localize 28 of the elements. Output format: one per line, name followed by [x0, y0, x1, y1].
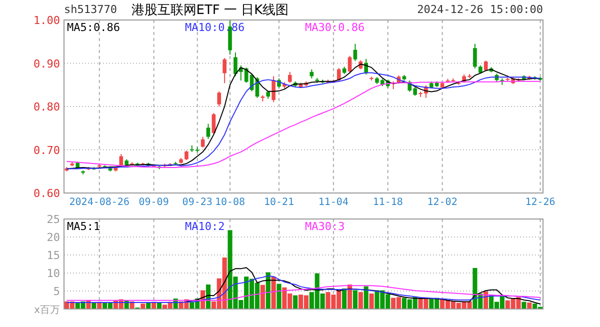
text: MA10:2 [185, 220, 225, 233]
x-tick-label: 11-18 [372, 197, 403, 208]
x-tick-label: 11-04 [318, 197, 348, 208]
x-tick-label: 10-08 [214, 197, 246, 208]
y-tick-label: 20 [46, 231, 60, 244]
x-tick-label: 09-23 [182, 197, 212, 208]
y-tick-label: 0.60 [34, 187, 60, 200]
y-axis-title: x百万 [34, 305, 60, 316]
text: MA30:3 [305, 220, 345, 233]
y-tick-label: 10 [46, 267, 60, 280]
text: sh513770 [64, 3, 117, 16]
x-tick-label: 10-21 [264, 197, 294, 208]
text: MA5:0.86 [67, 21, 120, 34]
y-tick-label: 0.90 [34, 57, 60, 70]
text: MA5:1 [67, 220, 100, 233]
text: MA30:0.86 [305, 21, 365, 34]
y-tick-label: 5 [53, 285, 60, 298]
x-tick-label: 12-26 [525, 197, 556, 208]
x-tick-label: 2024-08-26 [69, 197, 130, 208]
y-tick-label: 0.70 [34, 144, 60, 157]
x-tick-label: 09-09 [138, 197, 169, 208]
text: 2024-12-26 15:00:00 [417, 3, 543, 16]
x-tick-label: 12-02 [427, 197, 458, 208]
y-tick-label: 1.00 [34, 14, 60, 27]
chart-title: 港股互联网ETF 一 日K线图 [131, 3, 289, 18]
y-tick-label: 15 [46, 249, 60, 262]
y-tick-label: 25 [46, 213, 60, 226]
y-tick-label: 0.80 [34, 100, 60, 114]
